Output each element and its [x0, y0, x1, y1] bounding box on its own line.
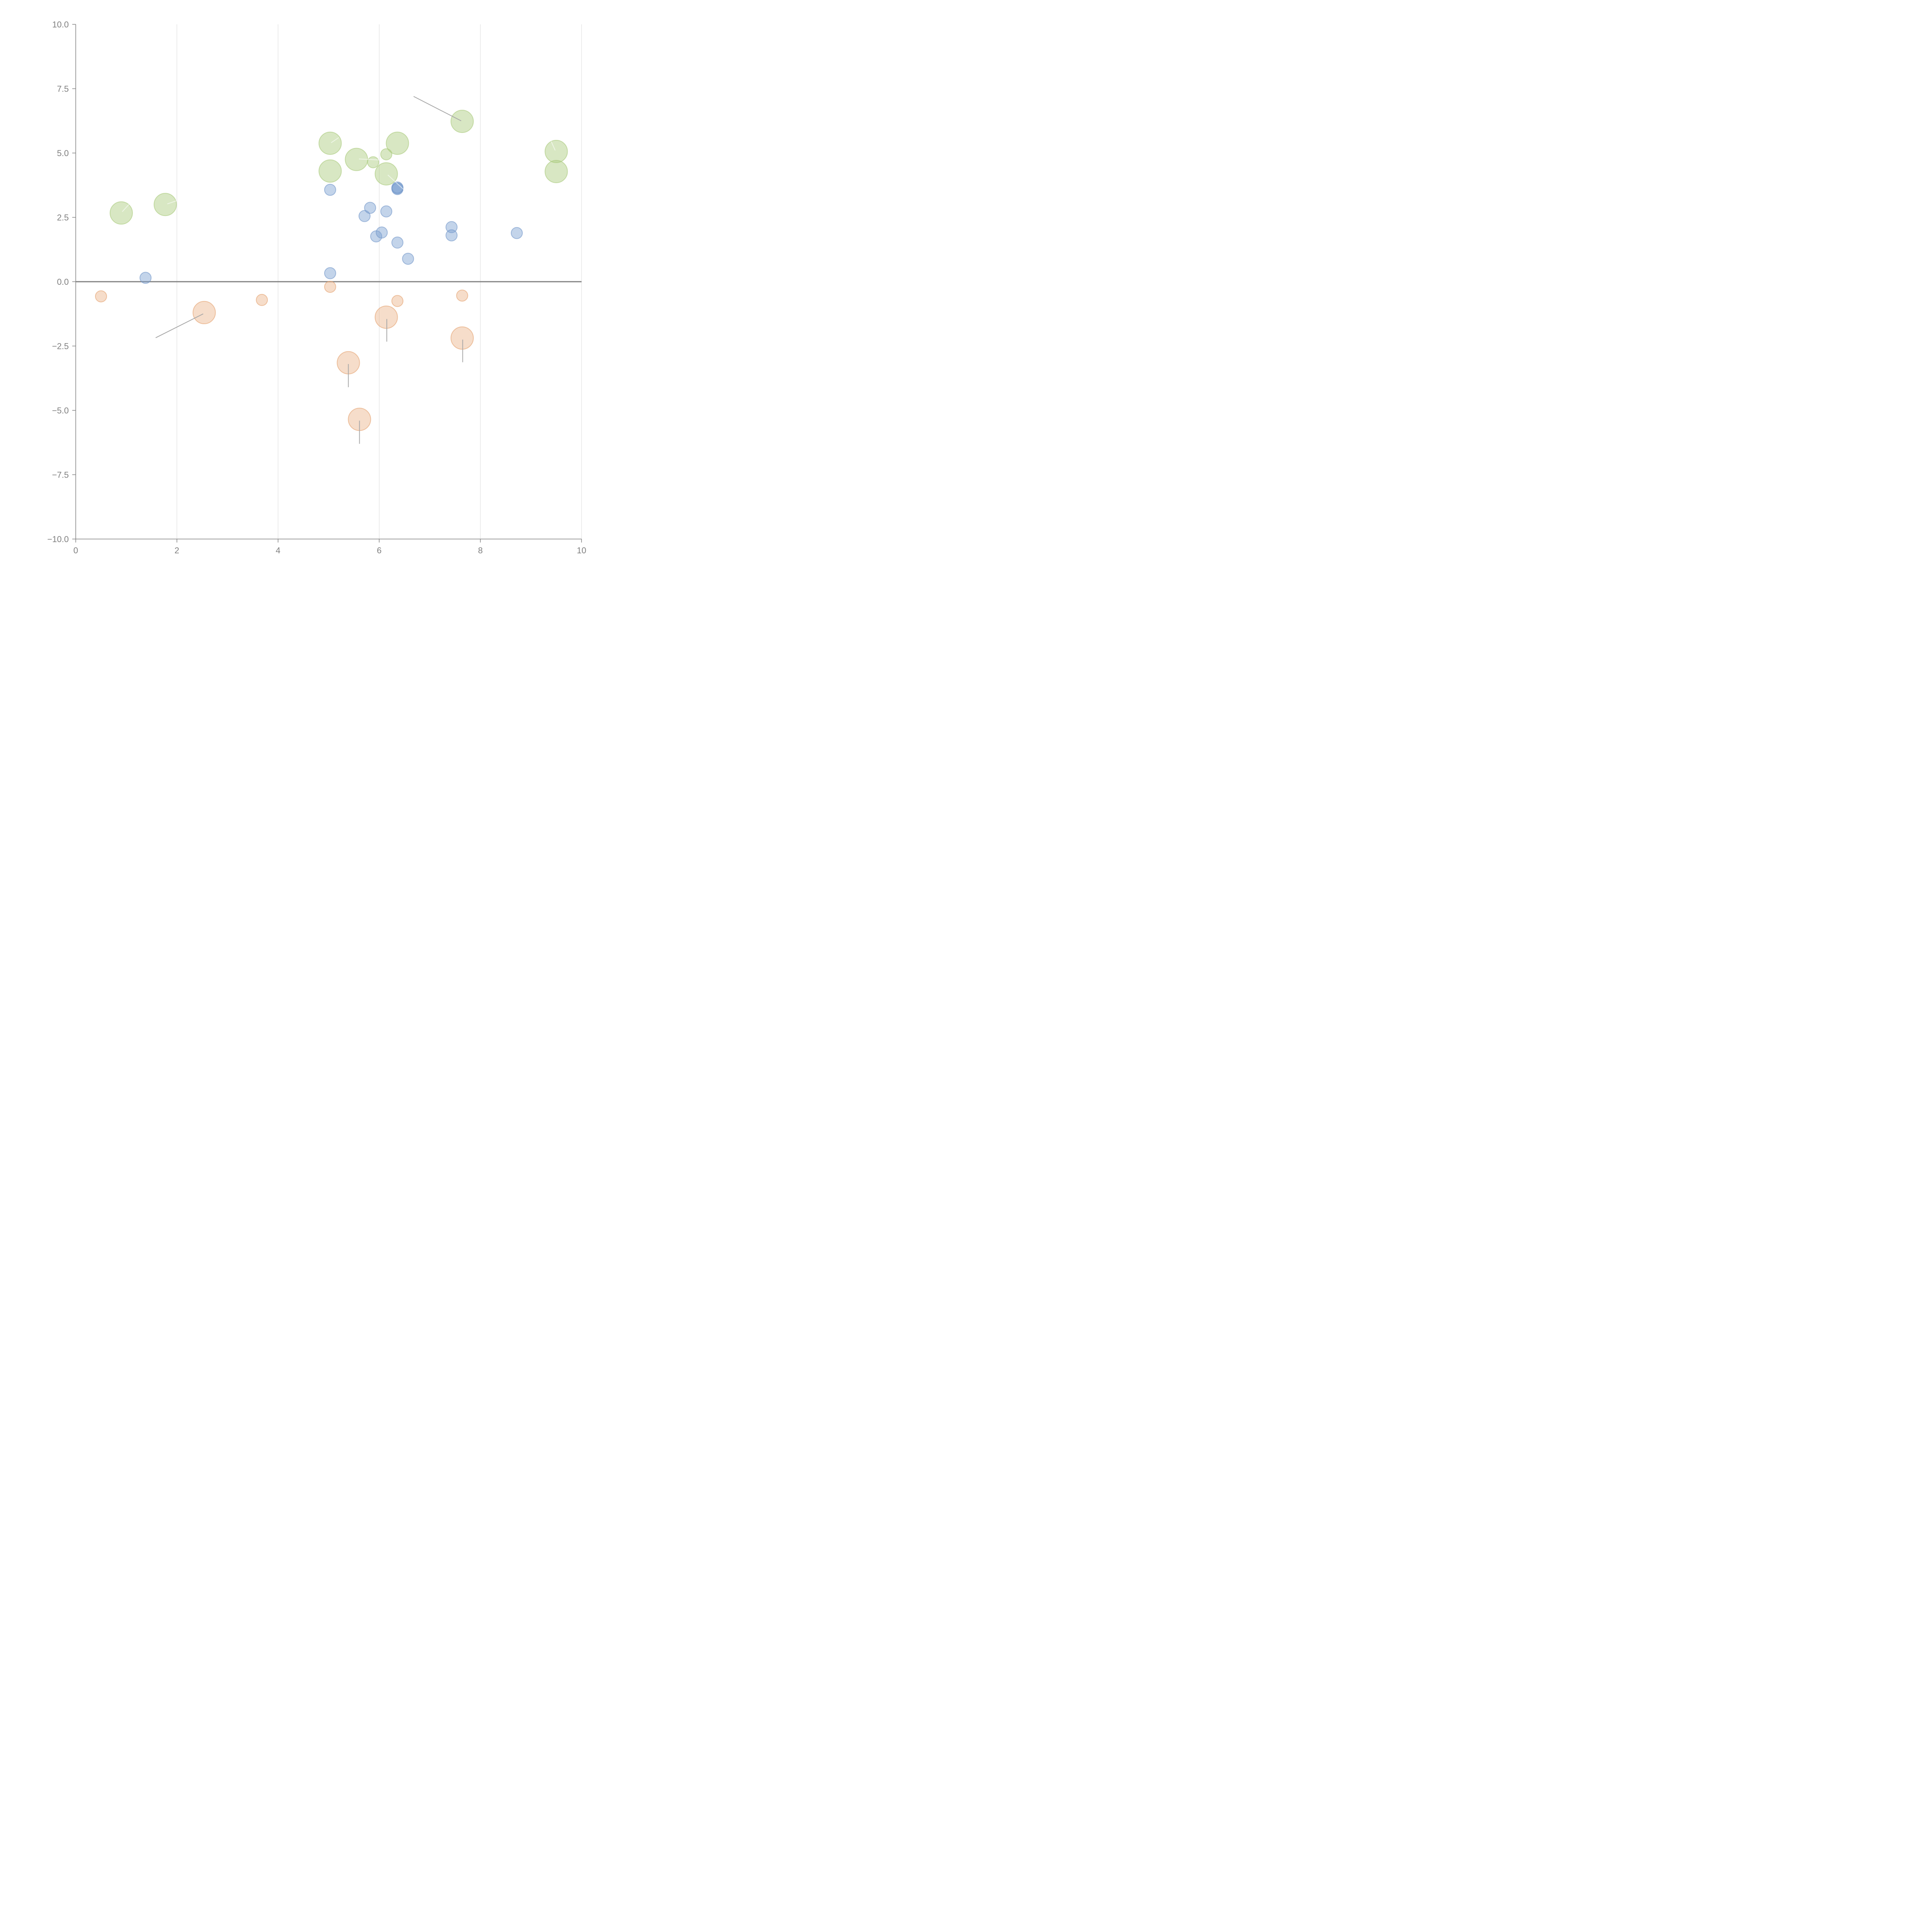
- data-point-orange: [451, 326, 474, 350]
- annotation-leader-line: [155, 313, 204, 338]
- data-point-orange: [391, 295, 404, 307]
- data-point-blue: [380, 205, 393, 218]
- y-tick-label: −5.0: [52, 406, 69, 415]
- annotation-leader-line: [359, 158, 379, 160]
- data-point-blue: [364, 202, 376, 214]
- data-point-blue: [376, 226, 388, 239]
- y-tick-label: 0.0: [57, 277, 69, 287]
- x-tick-label: 2: [175, 546, 179, 555]
- data-point-green: [451, 110, 474, 133]
- data-point-green: [544, 160, 568, 183]
- annotation-leader-line: [167, 200, 177, 204]
- data-point-green: [318, 159, 342, 183]
- x-tick-label: 4: [276, 546, 280, 555]
- y-tick-label: 5.0: [57, 148, 69, 158]
- data-points: [95, 110, 568, 431]
- data-point-orange: [456, 289, 468, 302]
- y-tick-label: −2.5: [52, 342, 69, 351]
- data-point-blue: [324, 184, 336, 196]
- data-point-blue: [446, 221, 458, 233]
- data-point-blue: [446, 229, 458, 242]
- data-point-green: [367, 156, 379, 168]
- data-point-orange: [256, 294, 268, 306]
- y-tick-label: −10.0: [47, 534, 69, 544]
- y-tick-label: 7.5: [57, 84, 69, 94]
- annotation-leader-line: [551, 141, 556, 151]
- data-point-blue: [139, 272, 152, 284]
- y-tick-label: 10.0: [52, 20, 69, 29]
- data-point-green: [380, 148, 393, 160]
- data-point-green: [374, 162, 398, 185]
- data-point-blue: [358, 210, 371, 222]
- data-point-blue: [402, 253, 414, 265]
- y-tick-label: 2.5: [57, 213, 69, 223]
- data-point-orange: [324, 281, 336, 293]
- data-point-blue: [324, 267, 336, 279]
- data-point-orange: [192, 301, 216, 324]
- x-tick-label: 6: [377, 546, 381, 555]
- annotation-leader-line: [331, 137, 339, 143]
- series-green: [109, 110, 568, 225]
- data-point-blue: [391, 236, 404, 249]
- annotation-leader-line: [122, 204, 129, 212]
- series-orange: [95, 281, 474, 431]
- data-point-green: [153, 193, 177, 216]
- data-point-orange: [374, 305, 398, 329]
- data-point-green: [386, 131, 409, 155]
- x-axis-ticks: 0 2 4 6 8 10: [73, 539, 586, 555]
- series-blue: [139, 181, 523, 284]
- x-tick-label: 10: [577, 546, 586, 555]
- data-point-blue: [391, 181, 404, 194]
- scatter-chart: 0 2 4 6 8 10 10.0 7.5 5.0 2.5 0.0 −2.5 −5.0 −7.5 −10.…: [47, 20, 586, 555]
- data-point-green: [544, 140, 568, 163]
- x-tick-label: 0: [73, 546, 78, 555]
- y-tick-label: −7.5: [52, 470, 69, 480]
- data-point-blue: [510, 227, 523, 239]
- x-tick-label: 8: [478, 546, 483, 555]
- annotation-leaders: [122, 96, 556, 444]
- annotation-leader-line: [387, 174, 405, 191]
- data-point-green: [109, 201, 133, 225]
- annotation-leader-line: [413, 96, 461, 121]
- data-point-orange: [95, 290, 107, 303]
- data-point-green: [318, 131, 342, 155]
- y-axis-ticks: 10.0 7.5 5.0 2.5 0.0 −2.5 −5.0 −7.5 −10.0: [47, 20, 76, 544]
